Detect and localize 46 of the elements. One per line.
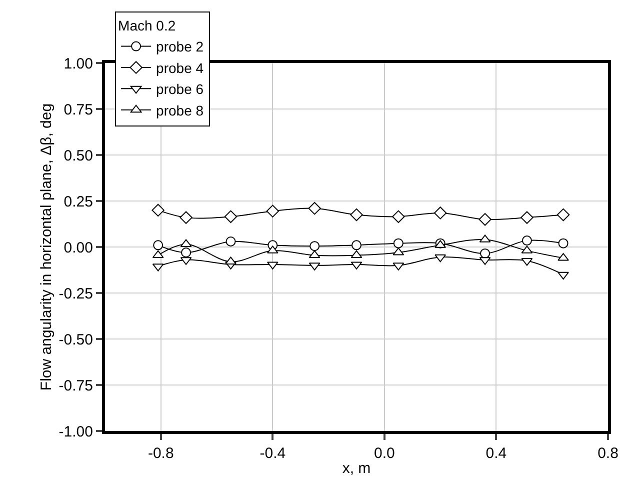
legend-label: probe 8 bbox=[156, 102, 204, 118]
y-tick-label: -0.75 bbox=[58, 377, 93, 394]
point bbox=[480, 248, 490, 258]
point bbox=[266, 204, 280, 218]
point bbox=[352, 240, 362, 250]
x-tick-label: -0.4 bbox=[260, 445, 286, 462]
y-tick-label: 0.75 bbox=[64, 101, 93, 118]
point bbox=[308, 250, 320, 258]
x-tick-label: 0.8 bbox=[598, 445, 618, 462]
y-tick-label: -0.25 bbox=[58, 285, 93, 302]
point bbox=[558, 272, 569, 280]
x-tick-label: 0.0 bbox=[374, 445, 395, 462]
x-tick-label: 0.4 bbox=[486, 445, 507, 462]
point bbox=[434, 206, 447, 220]
point bbox=[434, 254, 446, 262]
legend-title: Mach 0.2 bbox=[118, 18, 176, 34]
point bbox=[350, 208, 363, 222]
point bbox=[478, 213, 492, 226]
y-tick-label: 1.00 bbox=[64, 55, 93, 72]
point bbox=[226, 236, 236, 246]
legend-label: probe 4 bbox=[156, 60, 204, 76]
point bbox=[350, 250, 362, 258]
y-tick-label: -1.00 bbox=[58, 423, 93, 440]
point bbox=[181, 248, 192, 258]
point bbox=[393, 238, 404, 248]
point bbox=[310, 241, 320, 252]
point bbox=[152, 204, 164, 217]
point bbox=[556, 208, 570, 222]
point bbox=[224, 210, 238, 223]
y-tick-label: 0.50 bbox=[64, 147, 93, 164]
point bbox=[558, 238, 568, 248]
point bbox=[392, 210, 405, 223]
x-axis-title: x, m bbox=[342, 460, 371, 477]
point bbox=[520, 211, 534, 224]
point bbox=[152, 250, 164, 258]
point bbox=[308, 202, 321, 215]
y-axis-title: Flow angularity in horizontal plane, Δβ, deg bbox=[38, 103, 56, 391]
y-tick-label: -0.50 bbox=[58, 331, 93, 348]
point bbox=[153, 240, 164, 250]
legend-label: probe 2 bbox=[156, 38, 204, 55]
x-tick-label: -0.8 bbox=[148, 445, 174, 462]
y-tick-label: 0.00 bbox=[64, 239, 93, 256]
point bbox=[522, 236, 532, 246]
point bbox=[180, 211, 192, 224]
legend-label: probe 6 bbox=[156, 81, 204, 98]
y-tick-label: 0.25 bbox=[64, 193, 93, 210]
